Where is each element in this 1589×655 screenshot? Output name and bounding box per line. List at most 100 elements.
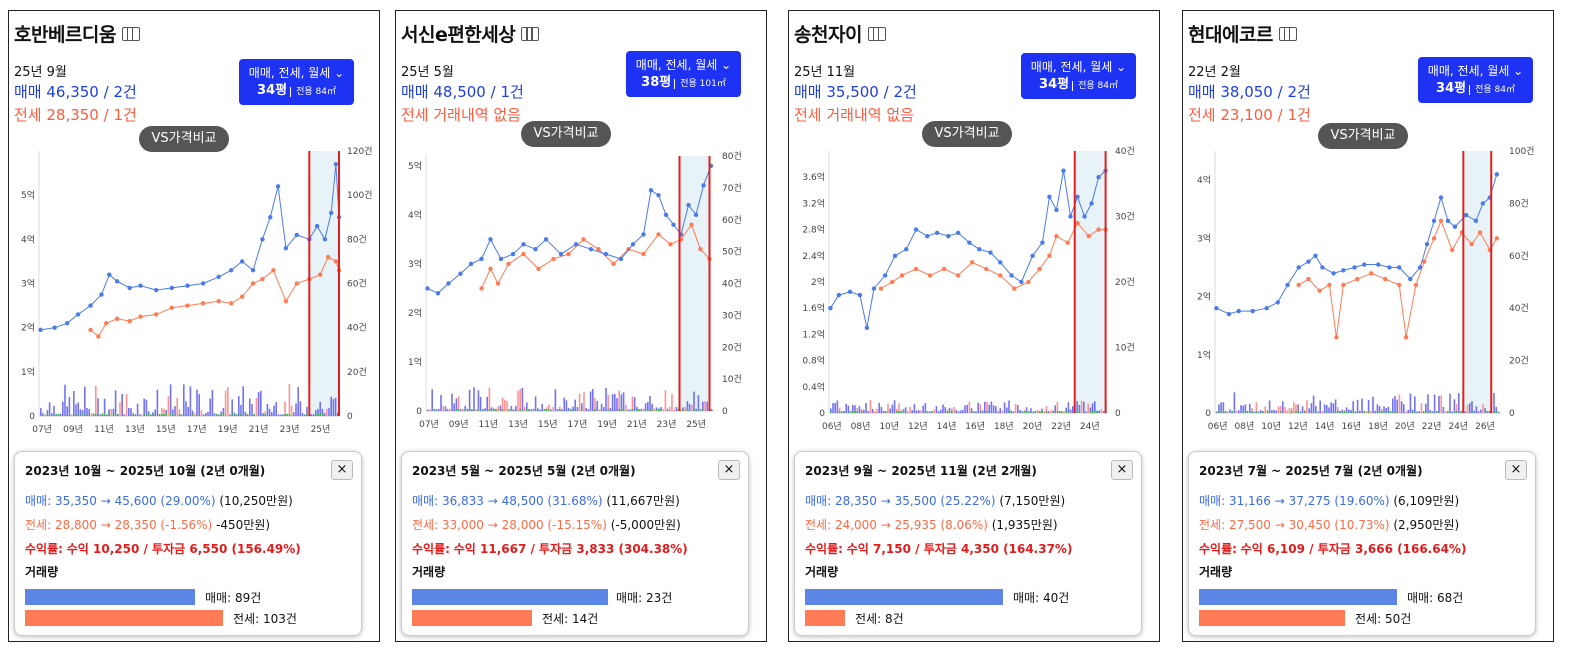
volume-bar — [1431, 411, 1434, 413]
volume-bar — [1354, 411, 1357, 413]
wolse-volume-bar — [1367, 411, 1370, 413]
jeonse-point — [1438, 218, 1444, 224]
chevron-down-icon: ⌄ — [1513, 64, 1524, 78]
volume-bar — [1370, 410, 1372, 413]
trade-type-filter-button[interactable]: 매매, 전세, 월세 ⌄ 34평 전용 84㎡ — [1021, 53, 1136, 99]
volume-bar — [984, 401, 986, 413]
wolse-volume-bar — [1271, 411, 1273, 413]
trade-type-filter-button[interactable]: 매매, 전세, 월세 ⌄ 34평 전용 84㎡ — [239, 59, 354, 105]
wolse-volume-bar — [1251, 411, 1253, 413]
wolse-volume-bar — [1326, 411, 1328, 413]
volume-bar — [1299, 411, 1302, 413]
price-chart[interactable]: 0 1억 2억 3억 4억 0 20건 40건 60건 80건 100건 06년 08년 10년 12년 14… — [1183, 141, 1554, 441]
jeonse-point — [1422, 259, 1427, 264]
sale-point — [250, 268, 256, 273]
wolse-volume-bar — [488, 409, 491, 411]
volume-bar — [172, 409, 174, 416]
sale-point — [998, 260, 1003, 265]
wolse-volume-bar — [638, 409, 640, 411]
close-button[interactable]: × — [1111, 460, 1133, 480]
volume-bar — [205, 413, 207, 416]
jeonse-point — [689, 222, 694, 227]
jeonse-point — [641, 251, 646, 257]
volume-bar — [878, 402, 880, 413]
wolse-volume-bar — [235, 414, 238, 416]
trade-type-filter-button[interactable]: 매매, 전세, 월세 ⌄ 38평 전용 101㎡ — [626, 51, 741, 97]
volume-bar — [136, 403, 139, 416]
map-icon[interactable] — [521, 26, 540, 41]
volume-bar — [1495, 406, 1497, 413]
price-chart[interactable]: 0 0.4억 0.8억 1.2억 1.6억 2억 2.4억 2.8억 3.2억 3.6억 0 10건 2… — [789, 141, 1160, 441]
map-icon[interactable] — [867, 26, 886, 41]
vs-compare-button[interactable]: VS가격비교 — [521, 121, 611, 147]
volume-bar — [227, 387, 229, 416]
wolse-volume-bar — [81, 414, 84, 416]
volume-bar — [1069, 409, 1072, 413]
jeonse-line — [880, 222, 1106, 290]
wolse-volume-bar — [946, 411, 949, 413]
map-icon[interactable] — [121, 26, 140, 41]
volume-bar — [517, 390, 519, 411]
apartment-title[interactable]: 송천자이 — [794, 20, 886, 47]
wolse-volume-bar — [1453, 411, 1456, 413]
y-tick-label: 1억 — [408, 356, 422, 368]
wolse-volume-bar — [1378, 411, 1381, 413]
chevron-down-icon: ⌄ — [1116, 60, 1127, 74]
map-icon[interactable] — [1278, 26, 1297, 41]
jeonse-point — [668, 242, 673, 247]
volume-bar — [1277, 406, 1280, 413]
comparison-card: 2023년 5월 ~ 2025년 5월 (2년 0개월) × 매매: 36,83… — [401, 451, 749, 636]
volume-bar — [429, 409, 431, 411]
apartment-title[interactable]: 호반베르디움 — [14, 20, 140, 47]
wolse-volume-bar — [471, 409, 473, 411]
apartment-title[interactable]: 현대에코르 — [1188, 20, 1297, 47]
volume-bar — [178, 409, 181, 416]
jeonse-point — [899, 273, 905, 278]
y-tick-label: 5억 — [21, 189, 35, 201]
jeonse-change-row: 전세: 28,800 → 28,350 (-1.56%) -450만원) — [25, 518, 271, 532]
volume-bar — [1477, 411, 1480, 413]
volume-bar — [271, 412, 273, 416]
volume-bar — [444, 406, 447, 411]
volume-bar — [603, 407, 605, 411]
wolse-volume-bar — [574, 409, 576, 411]
wolse-volume-bar — [1028, 411, 1030, 413]
price-chart[interactable]: 0 1억 2억 3억 4억 5억 0 10건 20건 30건 40건 50건 60건 70건 80건 07년 0… — [396, 141, 767, 441]
jeonse-point — [1341, 282, 1346, 288]
wolse-volume-bar — [464, 409, 466, 411]
volume-bar — [962, 409, 964, 413]
volume-bar — [1246, 411, 1249, 413]
apartment-title[interactable]: 서신e편한세상 — [401, 20, 540, 47]
x-tick-label: 17년 — [187, 424, 207, 435]
y2-tick-label: 0 — [1115, 409, 1121, 419]
wolse-volume-bar — [1089, 411, 1092, 413]
volume-bar — [999, 408, 1001, 413]
close-button[interactable]: × — [331, 460, 353, 480]
wolse-volume-bar — [315, 414, 317, 416]
price-chart[interactable]: 0 1억 2억 3억 4억 5억 0 20건 40건 60건 80건 100건 120건 07년 09년 11… — [9, 141, 380, 441]
wolse-volume-bar — [1008, 411, 1010, 413]
wolse-volume-bar — [1414, 411, 1416, 413]
jeonse-volume-bar — [412, 610, 532, 626]
volume-bar — [1337, 407, 1339, 413]
volume-bar — [46, 410, 49, 416]
vs-compare-button[interactable]: VS가격비교 — [1318, 123, 1408, 149]
wolse-volume-bar — [543, 409, 546, 411]
wolse-volume-bar — [191, 414, 194, 416]
x-tick-label: 13년 — [125, 424, 145, 435]
sale-point — [1264, 306, 1269, 311]
close-button[interactable]: × — [718, 460, 740, 480]
volume-bar — [183, 384, 185, 416]
jeonse-volume-label: 전세: 103건 — [233, 612, 297, 626]
wolse-volume-bar — [1065, 411, 1067, 413]
y-tick-label: 3.2억 — [802, 197, 825, 209]
trade-type-filter-button[interactable]: 매매, 전세, 월세 ⌄ 34평 전용 84㎡ — [1418, 57, 1533, 103]
sale-point — [333, 162, 339, 167]
wolse-volume-bar — [1422, 411, 1425, 413]
vs-compare-button[interactable]: VS가격비교 — [139, 126, 229, 152]
close-button[interactable]: × — [1505, 460, 1527, 480]
vs-compare-button[interactable]: VS가격비교 — [922, 121, 1012, 147]
wolse-volume-bar — [1244, 411, 1247, 413]
volume-bar — [1409, 393, 1412, 413]
apartment-panel-2: 서신e편한세상 25년 5월 매매 48,500 / 1건 전세 거래내역 없음… — [395, 10, 767, 642]
